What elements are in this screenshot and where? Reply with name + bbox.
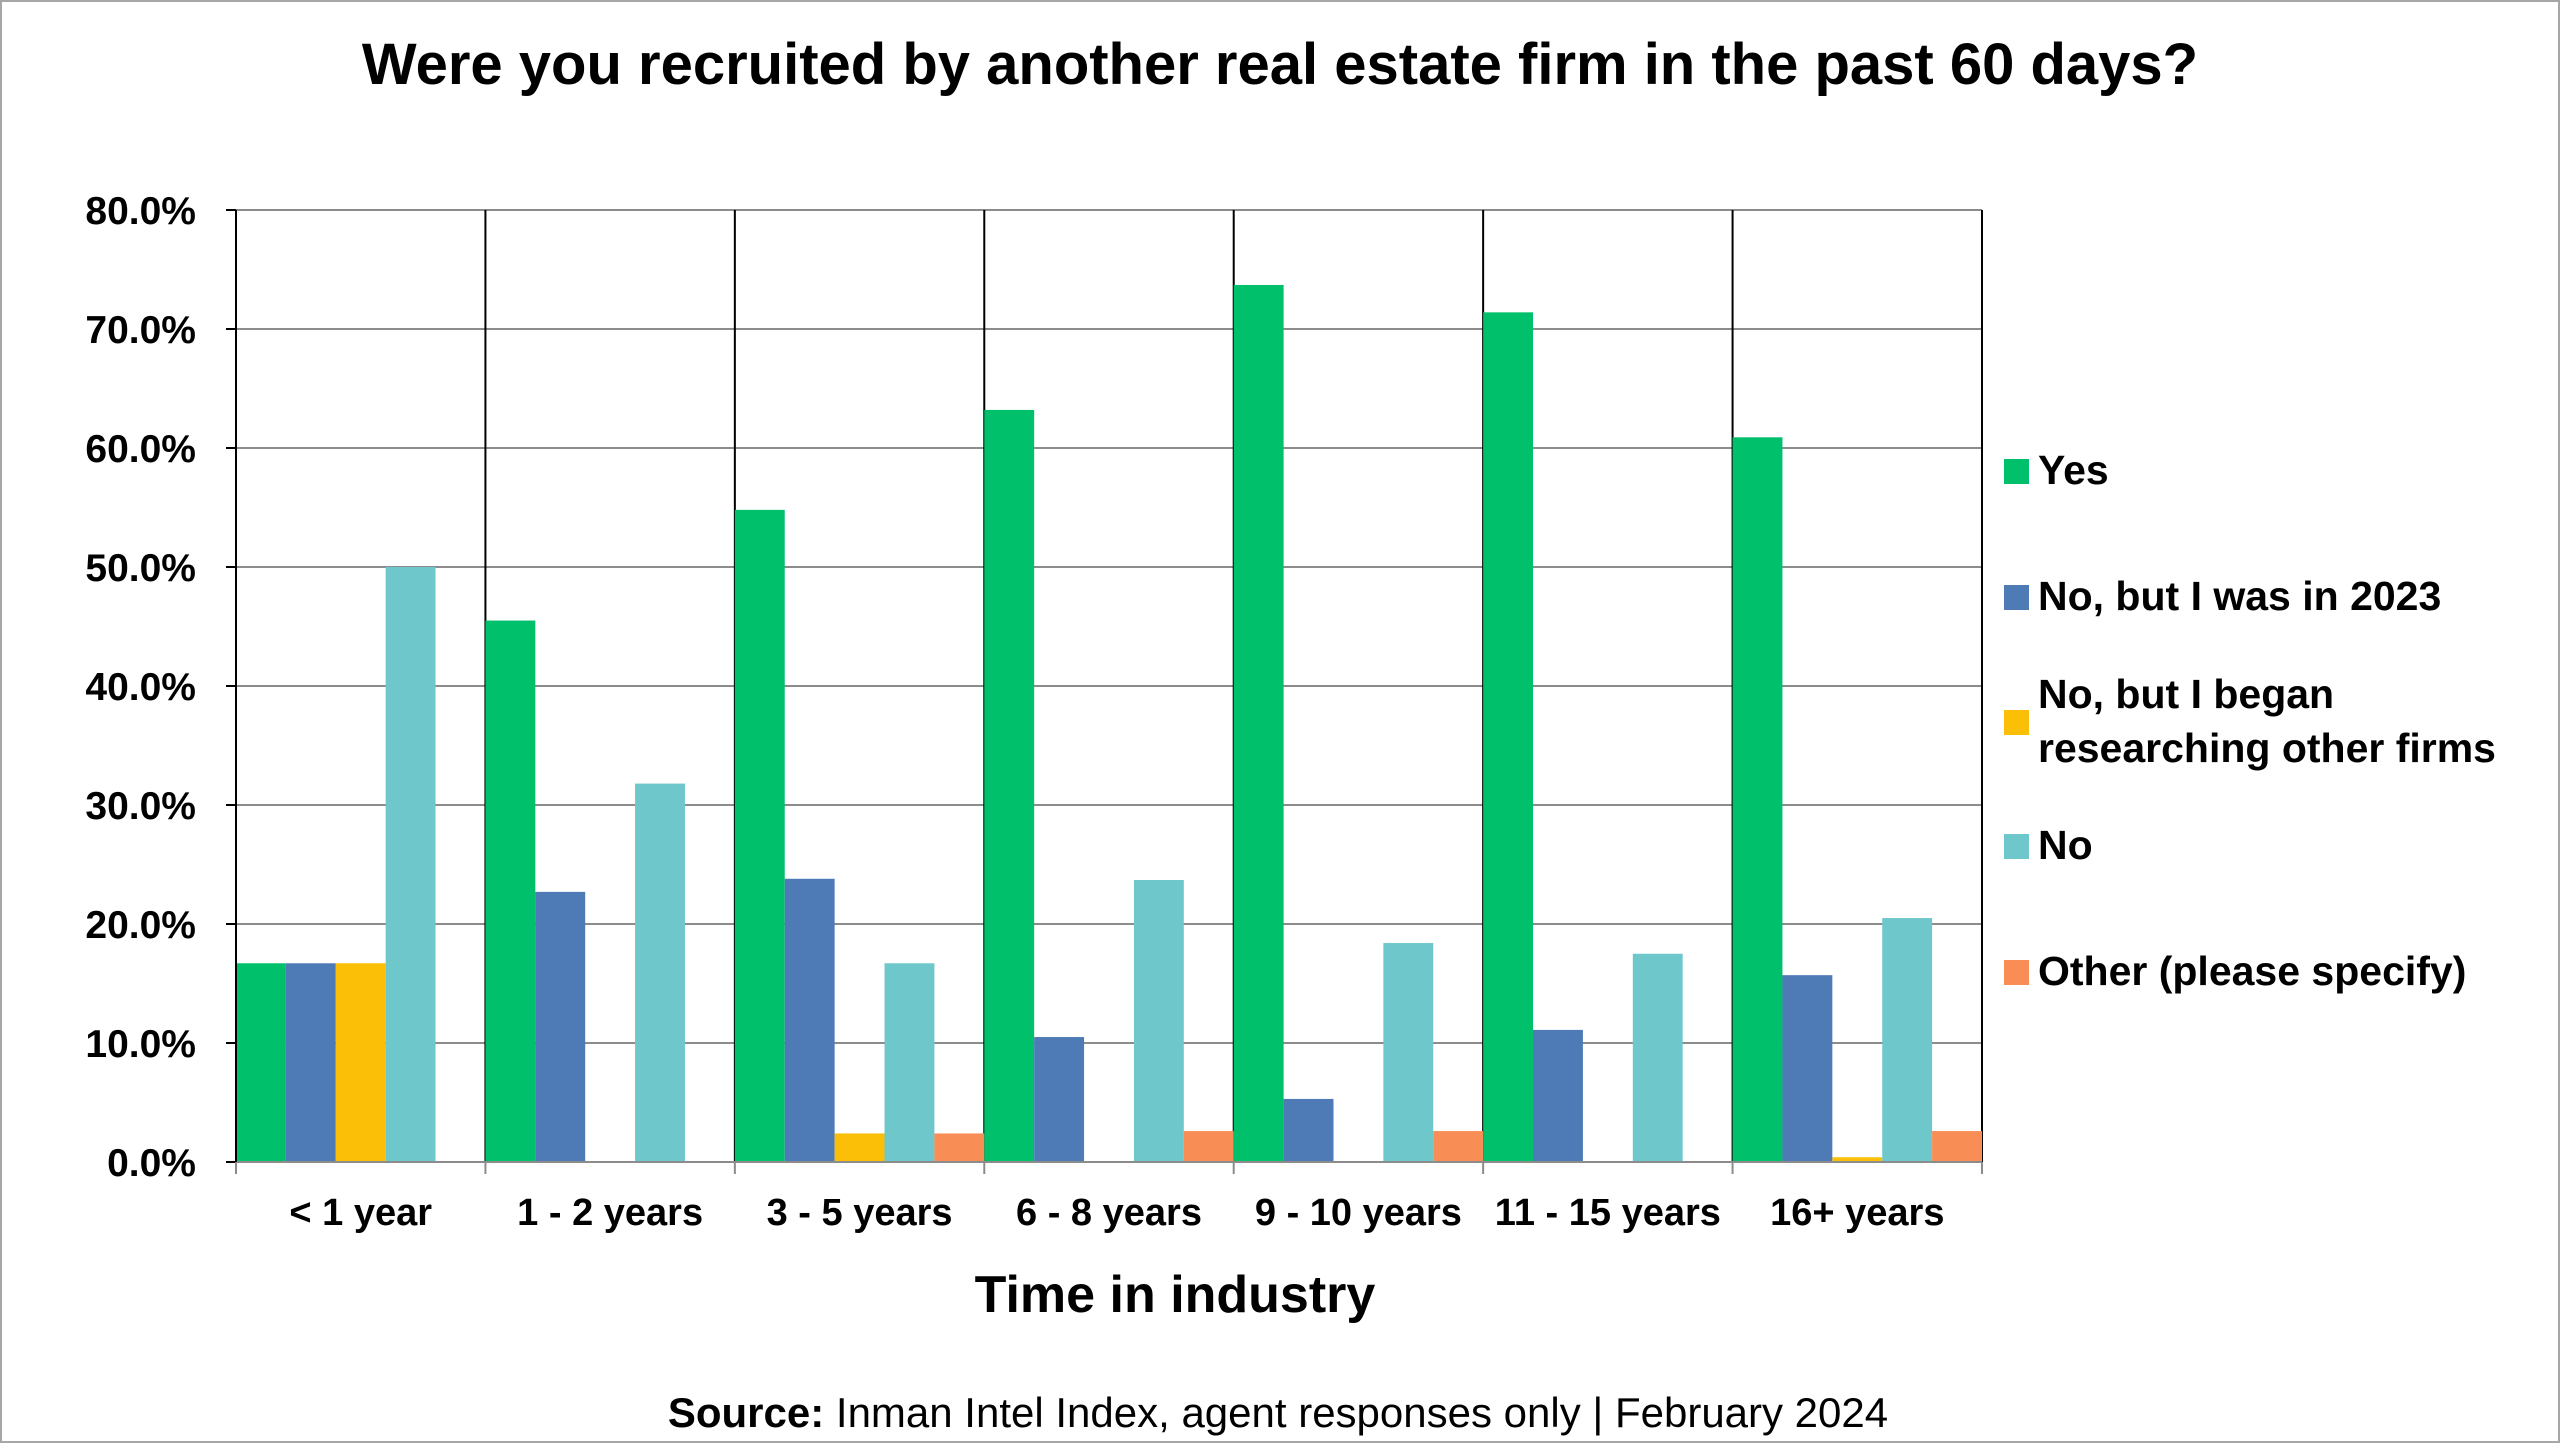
x-axis-categories: < 1 year 1 - 2 years 3 - 5 years 6 - 8 year… [289, 1192, 1944, 1234]
bars [236, 284, 1982, 1163]
bar [1283, 1098, 1334, 1162]
legend-label: No, but I began researching other firms [2038, 671, 2496, 771]
bar [485, 620, 536, 1162]
bar [335, 963, 386, 1162]
x-axis-label: Time in industry [975, 1266, 1376, 1324]
bar [1882, 918, 1933, 1162]
bar [285, 963, 336, 1162]
bar [784, 878, 835, 1162]
y-tick-label: 0.0% [107, 1142, 196, 1185]
x-category-label: 16+ years [1770, 1192, 1944, 1234]
y-tick-label: 10.0% [85, 1023, 196, 1066]
y-tick-label: 80.0% [85, 190, 196, 233]
legend: Yes No, but I was in 2023 No, but I began r… [2004, 447, 2496, 994]
bar [1533, 1029, 1583, 1162]
bar [535, 891, 586, 1162]
bar [934, 1133, 985, 1162]
bar [884, 963, 935, 1162]
bar [1433, 1131, 1484, 1162]
bar [1183, 1131, 1234, 1162]
bar [635, 783, 685, 1162]
y-tick-label: 20.0% [85, 904, 196, 947]
y-tick-label: 30.0% [85, 785, 196, 828]
bar [385, 567, 436, 1162]
bar [834, 1133, 885, 1162]
y-tick-label: 40.0% [85, 666, 196, 709]
bar [1732, 437, 1783, 1162]
bar [1233, 284, 1284, 1163]
y-tick-label: 60.0% [85, 428, 196, 471]
x-category-label: 9 - 10 years [1255, 1192, 1462, 1234]
legend-swatch [2004, 459, 2029, 484]
axes [226, 209, 1983, 1174]
y-tick-label: 70.0% [85, 309, 196, 352]
legend-label: No, but I was in 2023 [2038, 573, 2441, 619]
source-text: Inman Intel Index, agent responses only … [824, 1389, 1888, 1436]
bar [1782, 975, 1833, 1162]
x-category-label: 1 - 2 years [517, 1192, 703, 1234]
bar [1383, 943, 1434, 1162]
chart-title: Were you recruited by another real estat… [362, 32, 2198, 97]
source-label: Source: [668, 1389, 824, 1436]
x-category-label: 6 - 8 years [1016, 1192, 1202, 1234]
bar [1832, 1157, 1883, 1162]
y-tick-label: 50.0% [85, 547, 196, 590]
bar [236, 963, 286, 1162]
legend-label: Yes [2038, 447, 2109, 493]
bar [1133, 879, 1184, 1162]
legend-label: No [2038, 822, 2093, 868]
y-axis-ticks: 0.0% 10.0% 20.0% 30.0% 40.0% 50.0% 60.0% 70.0% 8… [85, 190, 196, 1185]
bar [1483, 312, 1534, 1163]
source-note: Source: Inman Intel Index, agent respons… [668, 1389, 1888, 1436]
legend-swatch [2004, 585, 2029, 610]
bar [734, 509, 785, 1162]
x-category-label: 11 - 15 years [1495, 1192, 1721, 1234]
legend-label: Other (please specify) [2038, 948, 2466, 994]
legend-swatch [2004, 960, 2029, 985]
bar [1632, 953, 1683, 1162]
legend-swatch [2004, 834, 2029, 859]
x-category-label: < 1 year [289, 1192, 432, 1234]
legend-swatch [2004, 710, 2029, 735]
bar [984, 409, 1035, 1162]
bar [1034, 1037, 1085, 1162]
bar [1932, 1131, 1982, 1162]
x-category-label: 3 - 5 years [767, 1192, 953, 1234]
